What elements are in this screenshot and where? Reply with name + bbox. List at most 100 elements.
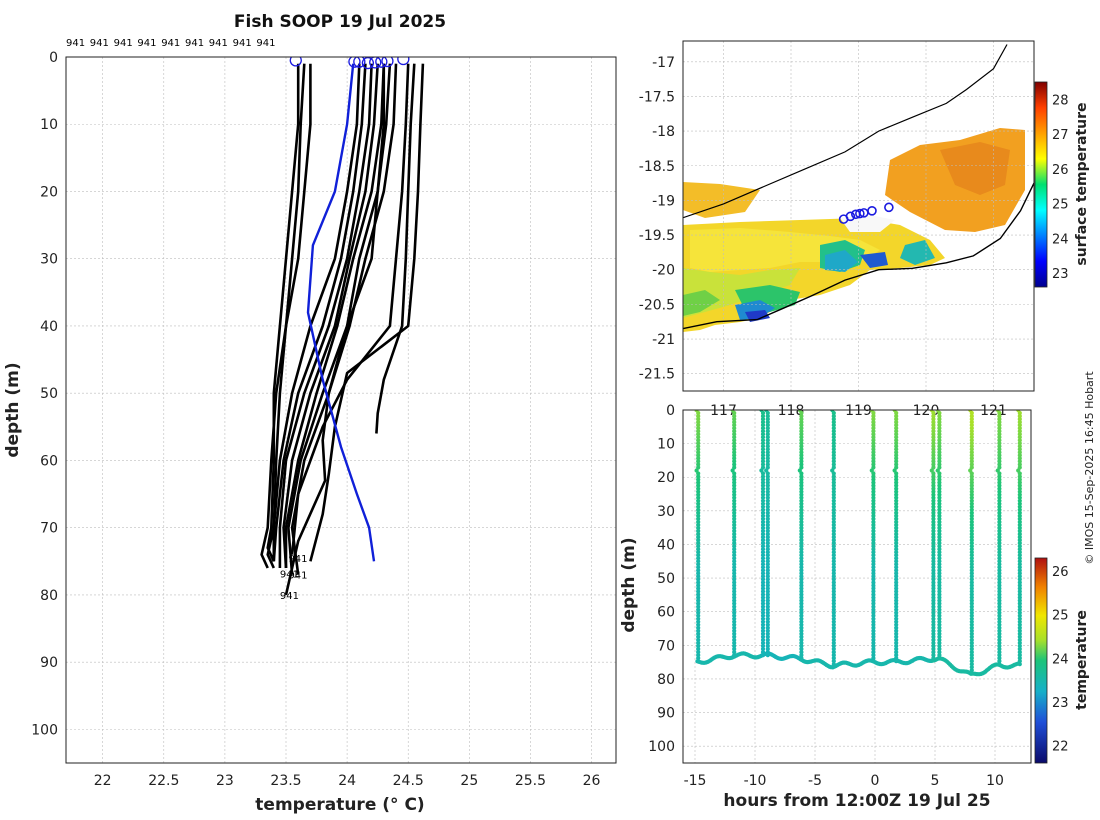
cast-point [997, 444, 1002, 449]
cast-point [760, 447, 766, 452]
cast-point [831, 592, 836, 597]
cast-point [1017, 426, 1022, 431]
cast-point [871, 541, 876, 546]
map-x-tick-label: 119 [845, 403, 872, 419]
cast-point [969, 574, 974, 579]
cast-point [1017, 441, 1022, 446]
cast-point [732, 495, 737, 500]
cast-series [995, 410, 1002, 667]
cast-point [997, 535, 1002, 540]
cast-point [760, 522, 766, 528]
cast-point [871, 610, 876, 615]
cast-point [894, 532, 899, 537]
cast-point [997, 516, 1002, 522]
cast-point [1017, 616, 1022, 621]
cast-point [969, 653, 974, 658]
cast-point [931, 538, 936, 543]
bottom-track [870, 658, 897, 667]
cast-point [765, 495, 770, 500]
cast-point [799, 631, 804, 637]
cast-point [871, 495, 876, 500]
cast-point [831, 462, 836, 467]
cast-point [931, 429, 936, 434]
cast-point [894, 414, 899, 419]
cast-point [969, 577, 974, 582]
cast-point [1017, 604, 1022, 609]
cast-point [732, 571, 737, 576]
profile-line [284, 63, 386, 568]
cast-point [799, 634, 804, 640]
cast-point [931, 653, 936, 658]
cast-point [799, 426, 804, 431]
cast-point [997, 656, 1002, 661]
cast-point [799, 507, 804, 512]
cast-point [997, 637, 1002, 643]
deployment-marker [867, 206, 877, 216]
cast-point [760, 510, 766, 515]
profiles-x-tick-label: 23 [216, 773, 234, 789]
cast-point [937, 574, 942, 579]
cast-point [894, 556, 899, 561]
cast-point [760, 643, 766, 649]
cast-point [765, 420, 770, 425]
cast-point [931, 544, 936, 549]
cast-point [937, 547, 942, 552]
cast-point [799, 429, 804, 434]
cast-point [931, 559, 936, 564]
cast-point [871, 510, 876, 515]
cast-series [730, 410, 737, 658]
cast-point [760, 504, 766, 509]
map-y-tick-label: -20 [652, 263, 675, 279]
cast-point [931, 646, 936, 652]
cast-point [937, 477, 942, 482]
cast-point [937, 480, 942, 485]
cast-point [760, 432, 766, 437]
cast-point [997, 429, 1002, 434]
cast-point [696, 562, 701, 567]
cast-point [760, 616, 766, 621]
cast-point [1017, 516, 1022, 522]
cast-point [937, 643, 942, 649]
cast-point [696, 610, 701, 615]
cast-point [696, 613, 701, 618]
cast-point [1017, 444, 1022, 449]
cast-point [696, 604, 701, 609]
cast-point [937, 498, 942, 503]
cast-point [760, 631, 766, 637]
cast-point [894, 610, 899, 615]
cast-point [871, 562, 876, 567]
cast-point [894, 525, 899, 531]
cast-point [871, 616, 876, 621]
surface-marker [353, 57, 366, 68]
cast-point [732, 477, 737, 482]
cast-point [997, 538, 1002, 543]
cast-point [696, 441, 701, 446]
cast-point [732, 447, 737, 452]
cast-point [969, 538, 974, 543]
cast-point [765, 646, 770, 652]
cast-point [997, 486, 1002, 491]
profile-id-label: 941 [114, 38, 133, 49]
cast-point [937, 653, 942, 658]
cast-point [931, 628, 936, 634]
profile-line [272, 63, 367, 562]
cast-point [765, 510, 770, 515]
credit-text: © IMOS 15-Sep-2025 16:45 Hobart [1083, 371, 1096, 565]
cast-point [799, 538, 804, 543]
cast-point [696, 435, 701, 440]
cast-point [831, 625, 836, 631]
cast-point [894, 410, 899, 416]
cast-point [931, 547, 936, 552]
cast-point [969, 544, 974, 549]
map-y-ticks: -17 -17.5 -18 -18.5 -19 -19.5 -20 -20.5 -21 -21.5 [639, 55, 675, 383]
map-y-tick-label: -17.5 [639, 89, 675, 105]
cast-point [696, 528, 701, 534]
cast-point [732, 522, 737, 528]
profiles-y-tick-label: 40 [40, 319, 58, 335]
cast-point [799, 562, 804, 567]
timeseries-y-tick-label: 90 [657, 706, 675, 722]
map-x-tick-label: 121 [980, 403, 1007, 419]
cast-point [760, 438, 766, 443]
profiles-x-tick-label: 25 [460, 773, 478, 789]
cast-point [696, 628, 701, 634]
